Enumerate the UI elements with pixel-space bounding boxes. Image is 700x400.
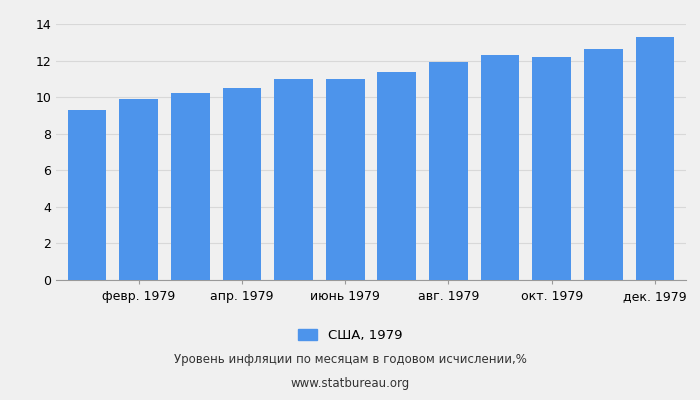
- Bar: [119, 99, 158, 280]
- Bar: [584, 49, 623, 280]
- Text: www.statbureau.org: www.statbureau.org: [290, 378, 410, 390]
- Bar: [274, 79, 313, 280]
- Legend: США, 1979: США, 1979: [298, 328, 402, 342]
- Bar: [429, 62, 468, 280]
- Bar: [326, 79, 365, 280]
- Text: Уровень инфляции по месяцам в годовом исчислении,%: Уровень инфляции по месяцам в годовом ис…: [174, 354, 526, 366]
- Bar: [533, 57, 571, 280]
- Bar: [636, 37, 674, 280]
- Bar: [377, 72, 416, 280]
- Bar: [223, 88, 261, 280]
- Bar: [68, 110, 106, 280]
- Bar: [481, 55, 519, 280]
- Bar: [171, 94, 209, 280]
